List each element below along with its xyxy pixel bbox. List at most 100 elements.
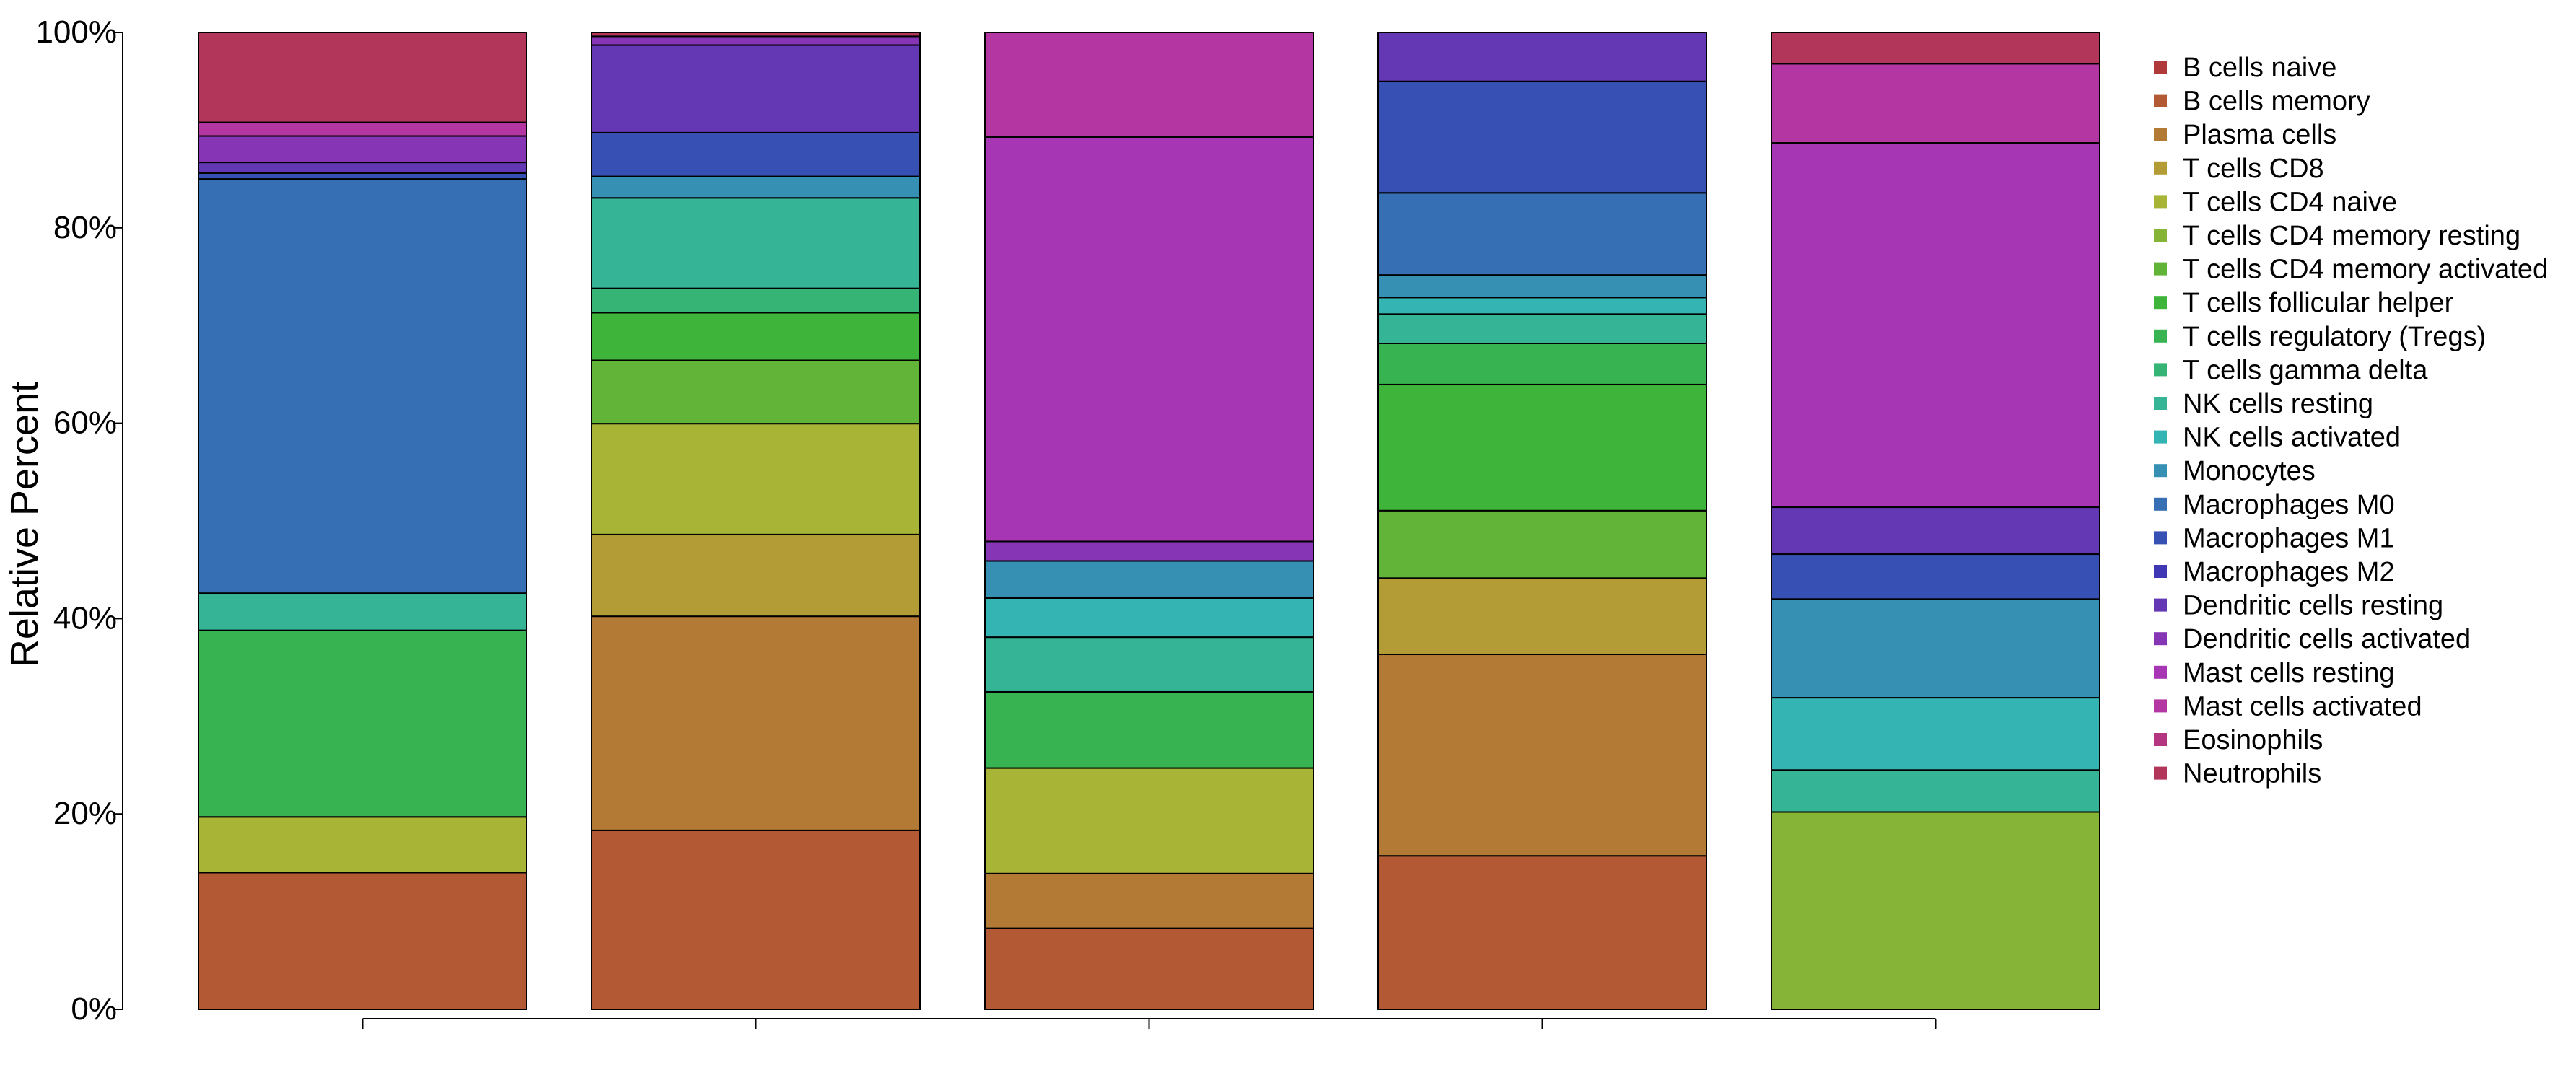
legend-swatch [2154, 430, 2167, 444]
x-axis [362, 1018, 1937, 1029]
legend-swatch [2154, 363, 2167, 377]
bar-segment [1377, 32, 1707, 82]
legend-swatch [2154, 296, 2167, 310]
y-axis-title: Relative Percent [3, 382, 46, 667]
bar-segment [591, 44, 921, 133]
bar-segment [198, 816, 527, 874]
legend-item: T cells CD4 memory activated [2154, 255, 2548, 285]
legend-label: Macrophages M1 [2183, 523, 2395, 553]
bar-segment [1377, 297, 1707, 315]
legend-item: Macrophages M1 [2154, 523, 2395, 553]
y-tick-label: 80% [53, 210, 117, 245]
bar-segment [591, 615, 921, 831]
legend-item: NK cells activated [2154, 423, 2401, 453]
stacked-bar [198, 32, 527, 1010]
legend-label: T cells CD8 [2183, 154, 2324, 184]
bar-segment [1771, 697, 2100, 771]
legend-label: Macrophages M0 [2183, 490, 2395, 520]
legend-label: T cells CD4 memory resting [2183, 221, 2520, 251]
legend-item: Mast cells activated [2154, 691, 2422, 721]
legend-label: Dendritic cells activated [2183, 624, 2471, 654]
bar-segment [591, 131, 921, 177]
bar-segment [591, 35, 921, 46]
bar-segment [198, 162, 527, 174]
legend-swatch [2154, 94, 2167, 108]
legend-item: Mast cells resting [2154, 658, 2395, 688]
bar-segment [1771, 142, 2100, 509]
legend-swatch [2154, 665, 2167, 679]
legend-label: Mast cells resting [2183, 658, 2395, 688]
legend-swatch [2154, 598, 2167, 612]
bar-segment [1771, 811, 2100, 1010]
bars [198, 32, 2100, 1011]
legend-label: Mast cells activated [2183, 691, 2422, 721]
bar-segment [1377, 383, 1707, 512]
stacked-bar [984, 32, 1314, 1011]
legend-swatch [2154, 497, 2167, 511]
legend-item: Monocytes [2154, 456, 2316, 486]
bar-segment [1377, 654, 1707, 857]
bar-segment [198, 178, 527, 594]
legend-item: T cells follicular helper [2154, 288, 2454, 318]
legend-label: Dendritic cells resting [2183, 591, 2443, 621]
bar-segment [591, 533, 921, 618]
legend-swatch [2154, 632, 2167, 646]
legend-item: T cells CD4 memory resting [2154, 221, 2520, 251]
bar-segment [1377, 80, 1707, 194]
bar-segment [1771, 598, 2100, 699]
legend-label: B cells naive [2183, 53, 2336, 83]
bar-segment [591, 32, 921, 38]
legend-swatch [2154, 531, 2167, 545]
legend-swatch [2154, 565, 2167, 578]
legend-swatch [2154, 195, 2167, 209]
legend-item: Macrophages M2 [2154, 557, 2395, 587]
bar-segment [198, 121, 527, 137]
legend-swatch [2154, 128, 2167, 141]
y-axis: 0% 20% 40% 60% 80% 100% [35, 14, 123, 1027]
bar-segment [984, 767, 1314, 874]
bar-segment [984, 636, 1314, 693]
legend-label: B cells memory [2183, 87, 2370, 117]
y-tick-label: 100% [35, 14, 117, 50]
stacked-bar [591, 32, 921, 1010]
legend-swatch [2154, 61, 2167, 74]
legend-swatch [2154, 161, 2167, 175]
bar-segment [1377, 577, 1707, 656]
bar-segment [1771, 32, 2100, 65]
bar-segment [984, 560, 1314, 599]
legend-label: T cells gamma delta [2183, 355, 2428, 385]
legend-label: Plasma cells [2183, 120, 2336, 150]
legend-item: Macrophages M0 [2154, 490, 2395, 520]
bar-segment [1377, 855, 1707, 1011]
bar-segment [1771, 63, 2100, 144]
y-tick-label: 20% [53, 796, 117, 831]
bar-segment [198, 592, 527, 631]
legend-label: Eosinophils [2183, 725, 2323, 755]
legend-swatch [2154, 329, 2167, 343]
bar-segment [984, 32, 1314, 138]
legend-item: Dendritic cells resting [2154, 591, 2443, 621]
stacked-bar [1771, 32, 2100, 1010]
legend-label: T cells regulatory (Tregs) [2183, 322, 2486, 352]
legend-swatch [2154, 699, 2167, 713]
legend-swatch [2154, 766, 2167, 780]
legend-item: Plasma cells [2154, 120, 2336, 150]
bar-segment [1377, 274, 1707, 299]
bar-segment [1377, 509, 1707, 579]
bar-segment [984, 927, 1314, 1011]
bar-segment [591, 312, 921, 361]
legend-label: NK cells resting [2183, 389, 2373, 419]
legend-label: NK cells activated [2183, 423, 2401, 453]
legend-swatch [2154, 733, 2167, 746]
legend-label: T cells CD4 naive [2183, 187, 2397, 217]
legend-item: T cells CD8 [2154, 154, 2324, 184]
bar-segment [198, 629, 527, 818]
legend-swatch [2154, 464, 2167, 478]
bar-segment [591, 423, 921, 535]
bar-segment [984, 136, 1314, 543]
bar-segment [198, 135, 527, 164]
bar-segment [198, 872, 527, 1010]
y-tick-label: 0% [71, 991, 117, 1027]
